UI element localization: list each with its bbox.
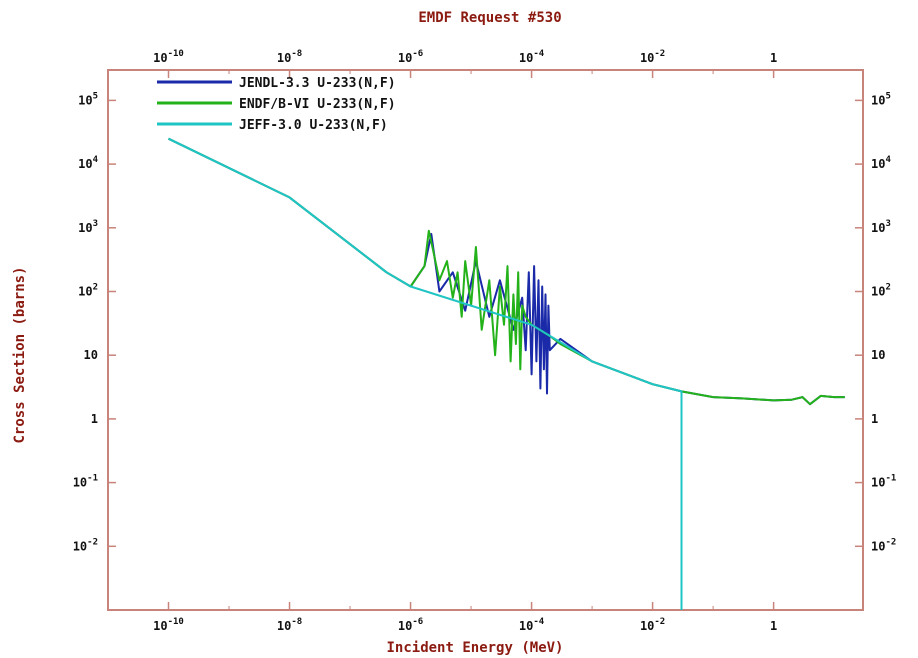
y-right-tick-label-2-exponent: 3	[885, 219, 890, 229]
x-top-tick-label-3: 10-4	[519, 49, 545, 65]
y-tick-label-0-base: 10	[78, 93, 92, 107]
y-right-tick-label-2: 103	[871, 219, 891, 235]
y-right-tick-label-3: 102	[871, 282, 891, 298]
x-top-tick-label-0: 10-10	[153, 49, 184, 65]
y-tick-label-6-exponent: -1	[87, 474, 98, 484]
y-right-tick-label-5-base: 1	[871, 412, 878, 426]
y-right-tick-label-1-exponent: 4	[885, 155, 891, 165]
y-right-tick-label-6: 10-1	[871, 474, 896, 490]
series-line-2	[168, 137, 683, 610]
plot-frame	[107, 69, 864, 611]
x-tick-label-5: 1	[770, 619, 777, 633]
x-axis-label: Incident Energy (MeV)	[386, 640, 563, 656]
x-top-tick-label-3-base: 10	[519, 51, 533, 65]
x-tick-label-0: 10-10	[153, 617, 184, 633]
x-top-tick-label-1-base: 10	[277, 51, 291, 65]
y-tick-label-7-base: 10	[73, 539, 87, 553]
y-right-tick-label-7-base: 10	[871, 539, 885, 553]
legend-entry-1: ENDF/B-VI U-233(N,F)	[239, 97, 396, 112]
x-tick-label-2-base: 10	[398, 619, 412, 633]
y-tick-label-2: 103	[78, 219, 98, 235]
y-tick-label-2-base: 10	[78, 221, 92, 235]
x-top-tick-label-0-base: 10	[153, 51, 167, 65]
y-right-tick-label-7-exponent: -2	[885, 537, 896, 547]
x-top-tick-label-4-exponent: -2	[654, 49, 665, 59]
axis-ticks: 10-1010-1010-810-810-610-610-410-410-210…	[73, 49, 897, 633]
y-right-tick-label-1-base: 10	[871, 157, 885, 171]
y-tick-label-1-exponent: 4	[93, 155, 99, 165]
y-tick-label-3-base: 10	[78, 284, 92, 298]
y-tick-label-5: 1	[91, 412, 98, 426]
x-top-tick-label-5: 1	[770, 51, 777, 65]
y-right-tick-label-3-exponent: 2	[885, 282, 890, 292]
y-tick-label-7: 10-2	[73, 537, 98, 553]
x-top-tick-label-3-exponent: -4	[533, 49, 544, 59]
y-right-tick-label-2-base: 10	[871, 221, 885, 235]
x-top-tick-label-2-exponent: -6	[412, 49, 423, 59]
x-tick-label-1-base: 10	[277, 619, 291, 633]
y-tick-label-2-exponent: 3	[93, 219, 98, 229]
chart-title: EMDF Request #530	[418, 10, 561, 26]
x-tick-label-0-base: 10	[153, 619, 167, 633]
y-tick-label-6-base: 10	[73, 476, 87, 490]
y-tick-label-1: 104	[78, 155, 98, 171]
x-tick-label-2-exponent: -6	[412, 617, 423, 627]
x-tick-label-2: 10-6	[398, 617, 423, 633]
x-tick-label-4: 10-2	[640, 617, 665, 633]
series-line-1	[168, 137, 845, 406]
y-right-tick-label-0: 105	[871, 91, 891, 107]
y-tick-label-0: 105	[78, 91, 98, 107]
y-right-tick-label-0-exponent: 5	[885, 91, 890, 101]
legend-entry-0: JENDL-3.3 U-233(N,F)	[239, 76, 396, 91]
x-top-tick-label-2-base: 10	[398, 51, 412, 65]
legend: JENDL-3.3 U-233(N,F) ENDF/B-VI U-233(N,F)…	[157, 76, 396, 133]
legend-entry-2: JEFF-3.0 U-233(N,F)	[239, 118, 388, 133]
y-right-tick-label-4: 10	[871, 348, 885, 362]
y-right-tick-label-6-base: 10	[871, 476, 885, 490]
y-tick-label-4: 10	[84, 348, 98, 362]
y-right-tick-label-6-exponent: -1	[885, 474, 896, 484]
y-tick-label-3: 102	[78, 282, 98, 298]
y-tick-label-6: 10-1	[73, 474, 98, 490]
y-axis-label: Cross Section (barns)	[12, 266, 28, 443]
y-tick-label-4-base: 10	[84, 348, 98, 362]
x-top-tick-label-4-base: 10	[640, 51, 654, 65]
y-tick-label-7-exponent: -2	[87, 537, 98, 547]
x-tick-label-3-exponent: -4	[533, 617, 544, 627]
x-top-tick-label-2: 10-6	[398, 49, 423, 65]
y-tick-label-5-base: 1	[91, 412, 98, 426]
x-top-tick-label-1-exponent: -8	[291, 49, 302, 59]
x-top-tick-label-0-exponent: -10	[168, 49, 184, 59]
y-right-tick-label-4-base: 10	[871, 348, 885, 362]
x-tick-label-1: 10-8	[277, 617, 302, 633]
x-top-tick-label-1: 10-8	[277, 49, 302, 65]
x-tick-label-3-base: 10	[519, 619, 533, 633]
x-tick-label-0-exponent: -10	[168, 617, 184, 627]
y-right-tick-label-0-base: 10	[871, 93, 885, 107]
x-tick-label-5-base: 1	[770, 619, 777, 633]
y-tick-label-3-exponent: 2	[93, 282, 98, 292]
y-right-tick-label-7: 10-2	[871, 537, 896, 553]
series-lines	[168, 137, 845, 610]
x-tick-label-4-exponent: -2	[654, 617, 665, 627]
y-right-tick-label-3-base: 10	[871, 284, 885, 298]
y-tick-label-0-exponent: 5	[93, 91, 98, 101]
y-tick-label-1-base: 10	[78, 157, 92, 171]
y-right-tick-label-5: 1	[871, 412, 878, 426]
x-top-tick-label-4: 10-2	[640, 49, 665, 65]
x-tick-label-1-exponent: -8	[291, 617, 302, 627]
y-right-tick-label-1: 104	[871, 155, 891, 171]
x-top-tick-label-5-base: 1	[770, 51, 777, 65]
x-tick-label-3: 10-4	[519, 617, 545, 633]
x-tick-label-4-base: 10	[640, 619, 654, 633]
